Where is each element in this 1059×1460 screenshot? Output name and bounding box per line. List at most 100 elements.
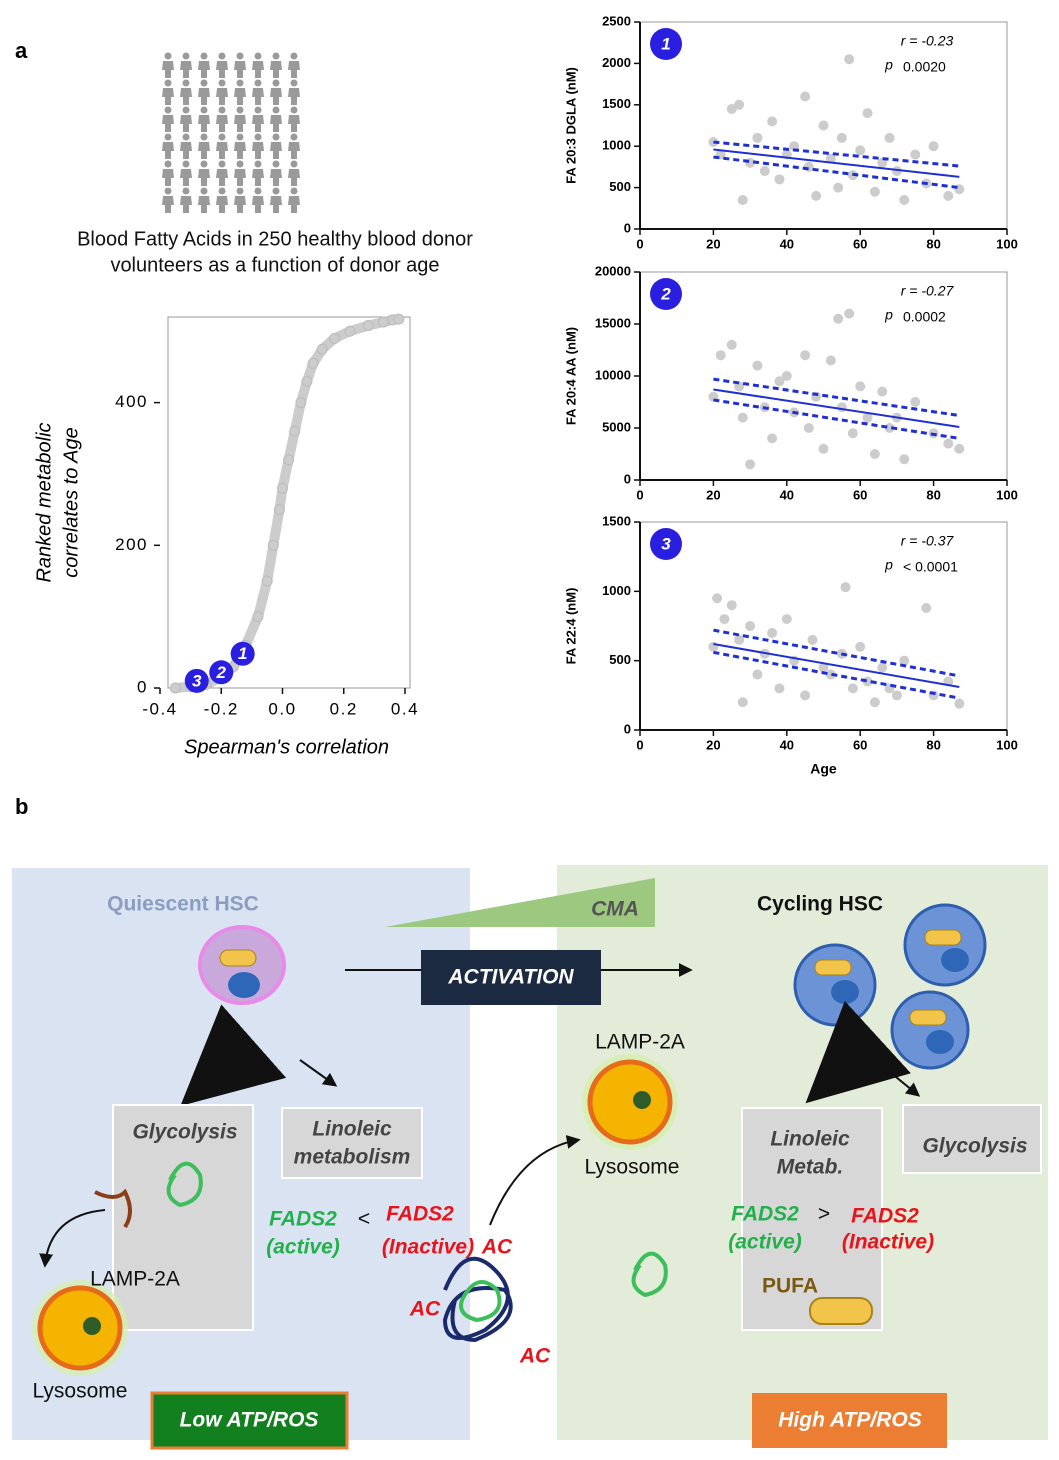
- person-body: [252, 115, 264, 132]
- person-body: [234, 169, 246, 186]
- person-head: [236, 52, 244, 60]
- person-head: [182, 79, 190, 87]
- badge-label: 3: [661, 534, 671, 553]
- point: [745, 621, 756, 631]
- annotation: 0.0002: [903, 309, 946, 325]
- x-tick-label: -0.2: [204, 699, 239, 718]
- person-head: [200, 106, 208, 114]
- point: [803, 423, 814, 433]
- lamp: [633, 1091, 651, 1109]
- person-head: [290, 79, 298, 87]
- label: ACTIVATION: [447, 966, 574, 989]
- point: [847, 683, 858, 694]
- point: [862, 412, 873, 423]
- person-body: [270, 61, 282, 78]
- person-head: [290, 106, 298, 114]
- y-axis-label: FA 22:4 (nM): [563, 588, 578, 665]
- label: >: [818, 1203, 830, 1226]
- point: [752, 132, 763, 143]
- label: FADS2: [269, 1208, 337, 1231]
- x-tick-label: 80: [926, 236, 940, 251]
- confidence-band: [713, 398, 960, 440]
- x-tick-label: 0.0: [268, 699, 296, 718]
- point: [869, 697, 880, 708]
- point: [273, 504, 285, 516]
- label: FADS2: [386, 1203, 454, 1226]
- point: [869, 449, 880, 459]
- person-body: [162, 88, 174, 105]
- person-head: [164, 79, 172, 87]
- person-body: [216, 169, 228, 186]
- highlight-point: [184, 668, 209, 693]
- point: [759, 166, 770, 177]
- y-tick-label: 0: [624, 471, 631, 486]
- linoleic-box: [281, 1107, 423, 1179]
- point: [884, 132, 895, 143]
- point: [855, 381, 866, 392]
- person-body: [198, 115, 210, 132]
- point: [301, 375, 313, 387]
- person-body: [216, 61, 228, 78]
- x-tick-label: 0.2: [330, 699, 358, 718]
- label: Glycolysis: [922, 1135, 1027, 1158]
- badge-label: 2: [660, 284, 671, 303]
- x-tick-label: 80: [926, 737, 940, 752]
- confidence-band: [713, 377, 960, 418]
- point: [774, 174, 785, 185]
- point: [899, 195, 910, 206]
- confidence-band: [713, 628, 960, 678]
- y-tick-label: 5000: [602, 419, 631, 434]
- person-body: [234, 61, 246, 78]
- person-head: [236, 160, 244, 168]
- arrow: [180, 1004, 287, 1106]
- regression-line: [713, 643, 960, 688]
- point: [833, 182, 844, 193]
- person-head: [254, 106, 262, 114]
- point: [800, 350, 811, 361]
- label: <: [358, 1208, 370, 1231]
- person-body: [252, 88, 264, 105]
- y-tick-label: 1000: [602, 583, 631, 598]
- label: Lysosome: [33, 1380, 128, 1403]
- person-head: [182, 160, 190, 168]
- person-head: [164, 106, 172, 114]
- point: [818, 443, 829, 454]
- confidence-band: [713, 650, 960, 700]
- person-body: [270, 142, 282, 159]
- point: [781, 371, 792, 381]
- label: Quiescent HSC: [107, 893, 259, 916]
- badge: [650, 528, 682, 560]
- point: [855, 145, 866, 156]
- point: [921, 602, 932, 613]
- point: [726, 103, 737, 114]
- regression-line: [713, 388, 960, 428]
- person-body: [234, 142, 246, 159]
- point: [277, 482, 288, 494]
- diagram: Quiescent HSC CMA Cycling HSC ACTIVATION…: [12, 865, 1048, 1450]
- label: Cycling HSC: [757, 893, 883, 916]
- badge-label: 1: [661, 34, 670, 53]
- person-body: [234, 115, 246, 132]
- label: (Inactive): [382, 1236, 474, 1259]
- person-head: [254, 79, 262, 87]
- point: [734, 634, 745, 645]
- panel-label: a: [15, 38, 28, 63]
- person-head: [164, 160, 172, 168]
- glycolysis-box: [902, 1104, 1042, 1174]
- person-body: [198, 88, 210, 105]
- x-axis-label: Spearman's correlation: [184, 736, 389, 758]
- point: [954, 443, 965, 454]
- point: [289, 425, 301, 437]
- person-head: [290, 160, 298, 168]
- person-body: [234, 88, 246, 105]
- badge: [650, 28, 682, 60]
- x-tick-label: 20: [706, 487, 720, 502]
- person-head: [218, 106, 226, 114]
- person-head: [236, 106, 244, 114]
- person-head: [254, 187, 262, 195]
- point: [344, 325, 356, 337]
- point: [767, 627, 778, 638]
- y-tick-label: 0: [624, 721, 631, 736]
- person-body: [216, 142, 228, 159]
- point: [267, 539, 279, 551]
